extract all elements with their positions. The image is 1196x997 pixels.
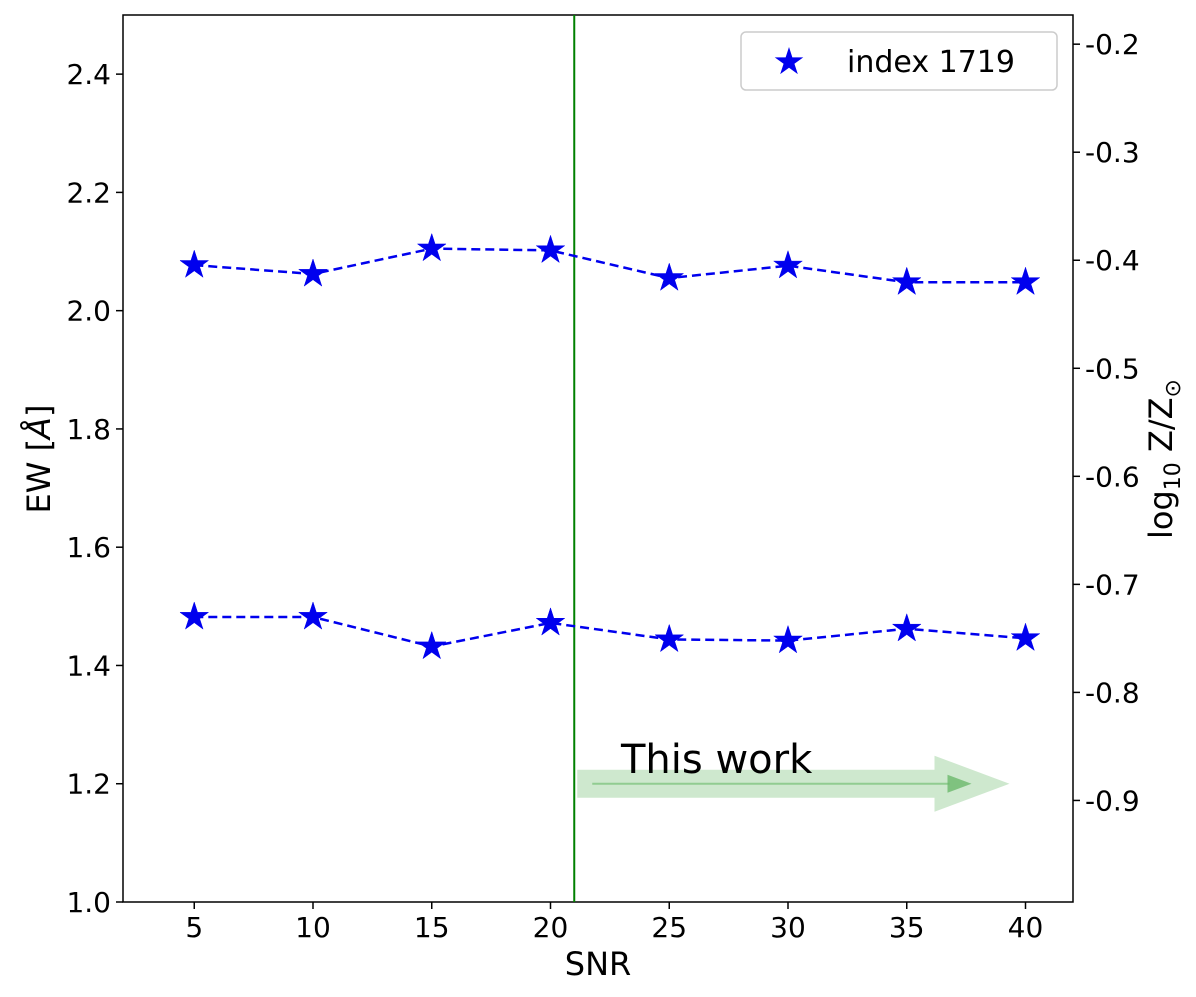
y-right-tick-label: -0.8 (1085, 676, 1140, 709)
y-tick-label: 1.0 (66, 886, 111, 919)
y-tick-label: 1.8 (66, 413, 111, 446)
legend-box (740, 31, 1058, 91)
legend: index 1719 (740, 31, 1058, 91)
y-right-tick-label: -0.2 (1085, 28, 1140, 61)
data-point-star (179, 249, 210, 278)
x-tick-label: 40 (1008, 911, 1044, 944)
x-tick-label: 10 (295, 911, 331, 944)
data-point-star (1010, 266, 1041, 296)
y-right-tick-label: -0.9 (1085, 784, 1140, 817)
y-right-tick-label: -0.3 (1085, 136, 1140, 169)
y-right-axis-label: log10 Z/Z⊙ (1142, 379, 1186, 539)
y-tick-label: 2.4 (66, 58, 111, 91)
annotation-text: This work (620, 737, 813, 783)
legend-label: index 1719 (847, 45, 1015, 80)
data-point-star (1010, 622, 1041, 652)
data-point-star (297, 258, 329, 287)
plot-frame (122, 14, 1074, 903)
x-tick-label: 35 (889, 911, 925, 944)
series (179, 232, 1041, 660)
axes: 5 10 15 20 25 30 35 40 1.0 1.2 1.4 1.6 1.8 2.0 2.2 2.4 -… (20, 14, 1186, 983)
y-axis-label: EW [Å] (20, 405, 58, 514)
y-right-tick-label: -0.7 (1085, 568, 1140, 601)
y-right-tick-label: -0.4 (1085, 244, 1140, 277)
annotation: This work (573, 15, 1010, 902)
series-line-1 (194, 247, 1026, 284)
data-point-star (772, 624, 804, 654)
y-tick-label: 2.0 (66, 295, 111, 328)
y-tick-label: 2.2 (66, 176, 111, 209)
data-point-star (654, 262, 685, 291)
data-point-star (416, 232, 447, 262)
data-point-star (772, 249, 804, 279)
data-point-star (891, 266, 922, 296)
annotation-arrow-head (947, 774, 972, 793)
data-point-star (535, 234, 566, 264)
y-tick-label: 1.2 (66, 768, 111, 801)
x-tick-label: 25 (651, 911, 687, 944)
x-tick-label: 15 (414, 911, 450, 944)
y-tick-label: 1.6 (66, 531, 111, 564)
x-tick-label: 20 (533, 911, 569, 944)
data-point-star (179, 601, 210, 630)
x-tick-label: 30 (770, 911, 806, 944)
x-axis-label: SNR (565, 945, 631, 983)
y-tick-label: 1.4 (66, 649, 111, 682)
data-point-star (416, 630, 447, 660)
y-right-tick-label: -0.6 (1085, 460, 1140, 493)
data-point-star (535, 607, 566, 636)
data-point-star (297, 601, 329, 630)
legend-star-marker (774, 47, 804, 75)
x-tick-label: 5 (185, 911, 203, 944)
data-point-star (654, 623, 685, 653)
data-point-star (891, 612, 922, 642)
y-right-tick-label: -0.5 (1085, 352, 1140, 385)
series-line-2 (194, 615, 1026, 648)
